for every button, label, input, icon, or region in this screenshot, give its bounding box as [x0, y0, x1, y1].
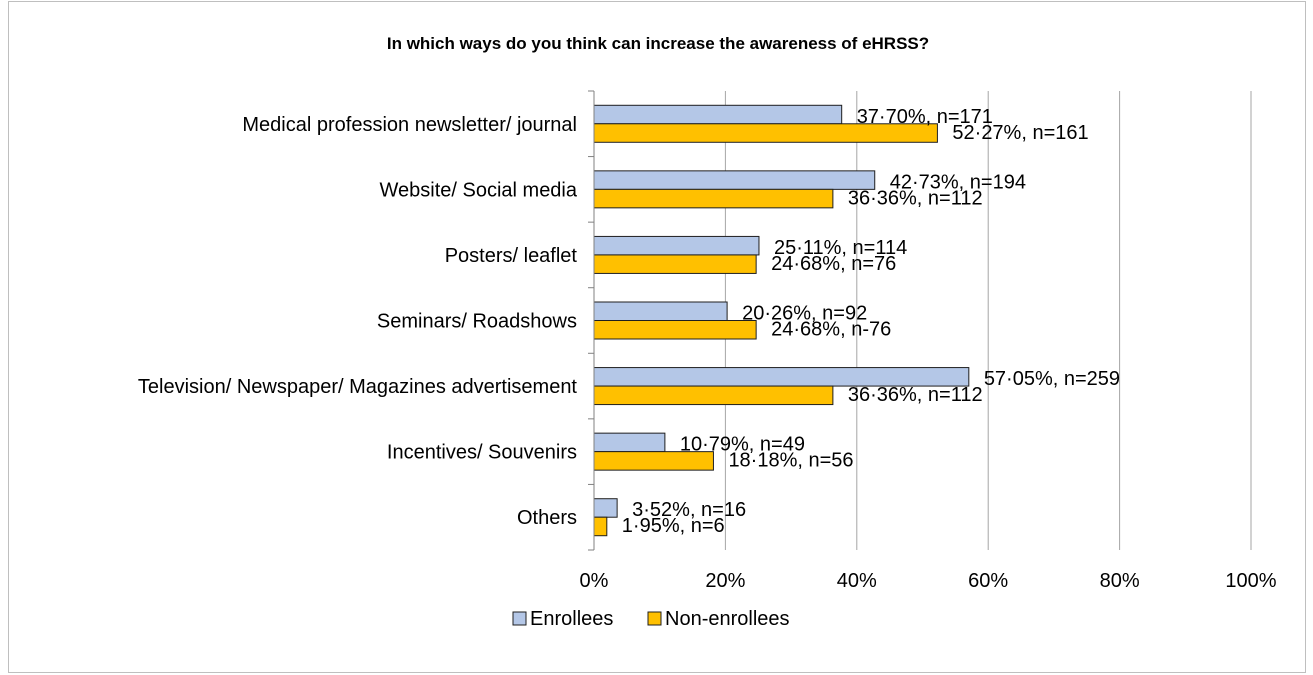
data-label: 1·95%, n=6 — [622, 515, 725, 537]
grid-lines — [724, 91, 1252, 550]
x-tick-label: 40% — [837, 570, 877, 592]
labels: Medical profession newsletter/ journal 37… — [138, 106, 1120, 537]
bar-non-enrollees — [593, 320, 757, 340]
data-label: 36·36%, n=112 — [848, 384, 983, 406]
x-tick-label: 0% — [580, 570, 609, 592]
x-tick-label: 20% — [705, 570, 745, 592]
legend-swatch — [647, 611, 662, 626]
data-label: 10·79%, n=49 — [680, 434, 805, 456]
data-label: 18·18%, n=56 — [728, 450, 853, 472]
bar-enrollees — [593, 235, 760, 256]
category-label: Seminars/ Roadshows — [377, 311, 577, 333]
legend: Enrollees Non-enrollees — [512, 608, 790, 630]
data-label: 24·68%, n-76 — [771, 319, 891, 341]
legend-swatch — [512, 611, 527, 626]
data-label: 37·70%, n=171 — [857, 106, 993, 128]
chart-frame: In which ways do you think can increase … — [8, 1, 1306, 673]
data-label: 20·26%, n=92 — [742, 303, 867, 325]
category-label: Others — [517, 507, 577, 529]
chart-title: In which ways do you think can increase … — [387, 34, 929, 53]
bar-enrollees — [593, 498, 618, 518]
bar-non-enrollees — [593, 254, 757, 274]
data-label: 42·73%, n=194 — [890, 171, 1026, 193]
bar-non-enrollees — [593, 516, 608, 537]
axes: 0% 20% 40% 60% 80% 100% — [580, 90, 1277, 592]
data-label: 52·27%, n=161 — [952, 122, 1088, 144]
bar-non-enrollees — [593, 188, 834, 209]
category-label: Website/ Social media — [380, 179, 578, 201]
data-label: 25·11%, n=114 — [774, 237, 907, 259]
data-label: 3·52%, n=16 — [632, 499, 746, 521]
category-label: Television/ Newspaper/ Magazines adverti… — [138, 376, 578, 398]
legend-label: Non-enrollees — [665, 608, 790, 630]
x-tick-label: 80% — [1100, 570, 1140, 592]
category-label: Medical profession newsletter/ journal — [242, 114, 577, 136]
data-label: 36·36%, n=112 — [848, 187, 983, 209]
bar-enrollees — [593, 432, 666, 453]
bar-enrollees — [593, 170, 876, 190]
data-label: 24·68%, n=76 — [771, 253, 896, 275]
category-label: Incentives/ Souvenirs — [387, 442, 577, 464]
bar-enrollees — [593, 104, 843, 125]
data-label: 57·05%, n=259 — [984, 368, 1120, 390]
category-label: Posters/ leaflet — [445, 245, 578, 267]
bar-non-enrollees — [593, 385, 834, 406]
legend-label: Enrollees — [530, 608, 613, 630]
x-tick-label: 60% — [968, 570, 1008, 592]
bars — [593, 104, 970, 537]
bar-chart: In which ways do you think can increase … — [138, 34, 1277, 630]
x-tick-label: 100% — [1225, 570, 1276, 592]
bar-enrollees — [593, 301, 728, 321]
